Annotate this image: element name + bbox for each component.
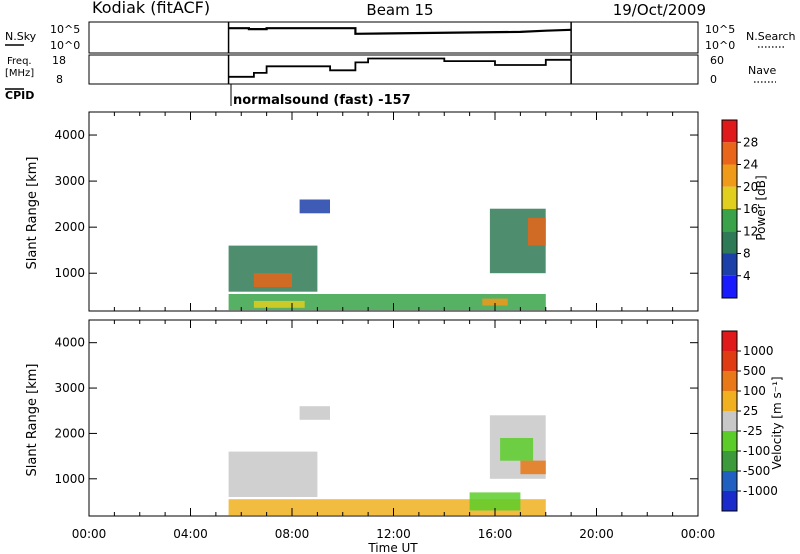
cpid-label: CPID: [5, 89, 34, 102]
sky-noise-panel: N.Sky 10^5 10^0 10^5 10^0 N.Search: [5, 21, 796, 54]
x-tick-label: 00:00: [72, 527, 107, 541]
velocity-panel: 1000 2000 3000 4000 00:00 04:00 08:00 12:00 16:…: [25, 319, 716, 554]
frequency-nave-panel: Freq. [MHz] 18 8 60 0 Nave: [5, 54, 776, 86]
power-panel: 1000 2000 3000 4000 Slant Range [km]: [25, 111, 699, 312]
power-colorbar-tick-label: 12: [743, 224, 758, 238]
power-colorbar-tick-label: 4: [743, 269, 751, 283]
velocity-ytick-label: 1000: [54, 472, 85, 486]
power-colorbar-label: Power [dB]: [754, 175, 768, 240]
power-echo-region: [253, 300, 305, 308]
x-tick-label: 16:00: [478, 527, 513, 541]
power-echo-region: [528, 217, 546, 246]
sky-tick-top: 10^5: [50, 23, 80, 36]
search-tick-top: 10^5: [705, 23, 735, 36]
velocity-ytick-label: 4000: [54, 336, 85, 350]
freq-tick-top: 18: [52, 54, 66, 67]
power-colorbar: 4 8 12 16 20 24 28 Power [dB]: [721, 119, 768, 299]
frequency-line: [228, 57, 572, 78]
velocity-colorbar-segment: [722, 451, 737, 471]
velocity-y-axis-label: Slant Range [km]: [25, 364, 40, 477]
x-tick-label: 04:00: [173, 527, 208, 541]
velocity-colorbar-segment: [722, 491, 737, 511]
velocity-colorbar-tick-label: 25: [743, 404, 758, 418]
freq-tick-bottom: 8: [56, 73, 63, 86]
power-colorbar-segment: [722, 231, 737, 254]
velocity-echo-region: [228, 451, 318, 497]
power-echo-region: [228, 294, 546, 311]
power-ytick-label: 2000: [54, 220, 85, 234]
velocity-colorbar-label: Velocity [m s⁻¹]: [770, 376, 784, 469]
power-colorbar-segment: [722, 120, 737, 143]
power-colorbar-segment: [722, 186, 737, 210]
velocity-colorbar-segment: [722, 471, 737, 491]
velocity-echo-region: [299, 406, 330, 420]
velocity-colorbar-segment: [722, 411, 737, 431]
sky-noise-line: [228, 27, 572, 35]
velocity-colorbar-segment: [722, 351, 737, 371]
x-tick-label: 08:00: [275, 527, 310, 541]
nave-tick-bottom: 0: [710, 73, 717, 86]
velocity-colorbar-segment: [722, 331, 737, 351]
velocity-colorbar-tick-label: 1000: [743, 344, 774, 358]
search-tick-bottom: 10^0: [705, 39, 735, 52]
power-colorbar-tick-label: 28: [743, 135, 758, 149]
velocity-colorbar-tick-label: -100: [743, 444, 770, 458]
power-colorbar-tick-label: 24: [743, 158, 758, 172]
cpid-text: normalsound (fast) -157: [233, 93, 411, 108]
x-tick-label: 00:00: [681, 527, 716, 541]
velocity-colorbar-tick-label: 500: [743, 364, 766, 378]
power-echo-region: [482, 298, 508, 306]
power-colorbar-segment: [722, 142, 737, 165]
x-tick-label: 20:00: [579, 527, 614, 541]
sky-tick-bottom: 10^0: [50, 39, 80, 52]
velocity-colorbar-segment: [722, 371, 737, 391]
velocity-colorbar-segment: [722, 431, 737, 451]
velocity-echo-region: [469, 492, 521, 511]
nave-tick-top: 60: [710, 54, 724, 67]
velocity-colorbar-tick-label: 100: [743, 384, 766, 398]
x-axis-label: Time UT: [367, 541, 418, 554]
power-colorbar-segment: [722, 164, 737, 187]
power-echo-region: [299, 199, 330, 214]
power-colorbar-segment: [722, 275, 737, 299]
power-y-axis-label: Slant Range [km]: [25, 157, 40, 270]
velocity-colorbar-tick-label: -500: [743, 464, 770, 478]
beam-title: Beam 15: [366, 1, 433, 19]
power-colorbar-tick-label: 16: [743, 202, 758, 216]
n-search-label: N.Search: [746, 30, 796, 43]
power-ytick-label: 3000: [54, 174, 85, 188]
velocity-ytick-label: 2000: [54, 426, 85, 440]
station-title: Kodiak (fitACF): [92, 0, 210, 17]
power-colorbar-tick-label: 8: [743, 247, 751, 261]
nave-label: Nave: [748, 64, 776, 77]
velocity-colorbar-tick-label: -1000: [743, 484, 778, 498]
power-echo-region: [253, 273, 292, 287]
freq-unit: [MHz]: [5, 68, 34, 79]
power-colorbar-tick-label: 20: [743, 180, 758, 194]
velocity-colorbar-segment: [722, 391, 737, 411]
velocity-echo-region: [520, 460, 546, 475]
velocity-colorbar: 1000 500 100 25 -25 -100 -500 -1000 Velocity [m…: [721, 330, 784, 512]
velocity-echo-region: [500, 438, 534, 461]
velocity-echo-region: [228, 499, 546, 516]
power-colorbar-segment: [722, 209, 737, 232]
velocity-ytick-label: 3000: [54, 381, 85, 395]
freq-label: Freq.: [7, 56, 32, 67]
power-colorbar-segment: [722, 253, 737, 276]
n-sky-label: N.Sky: [5, 30, 37, 43]
velocity-colorbar-tick-label: -25: [743, 424, 763, 438]
power-ytick-label: 4000: [54, 128, 85, 142]
x-tick-label: 12:00: [376, 527, 411, 541]
power-ytick-label: 1000: [54, 266, 85, 280]
date-title: 19/Oct/2009: [613, 1, 706, 19]
